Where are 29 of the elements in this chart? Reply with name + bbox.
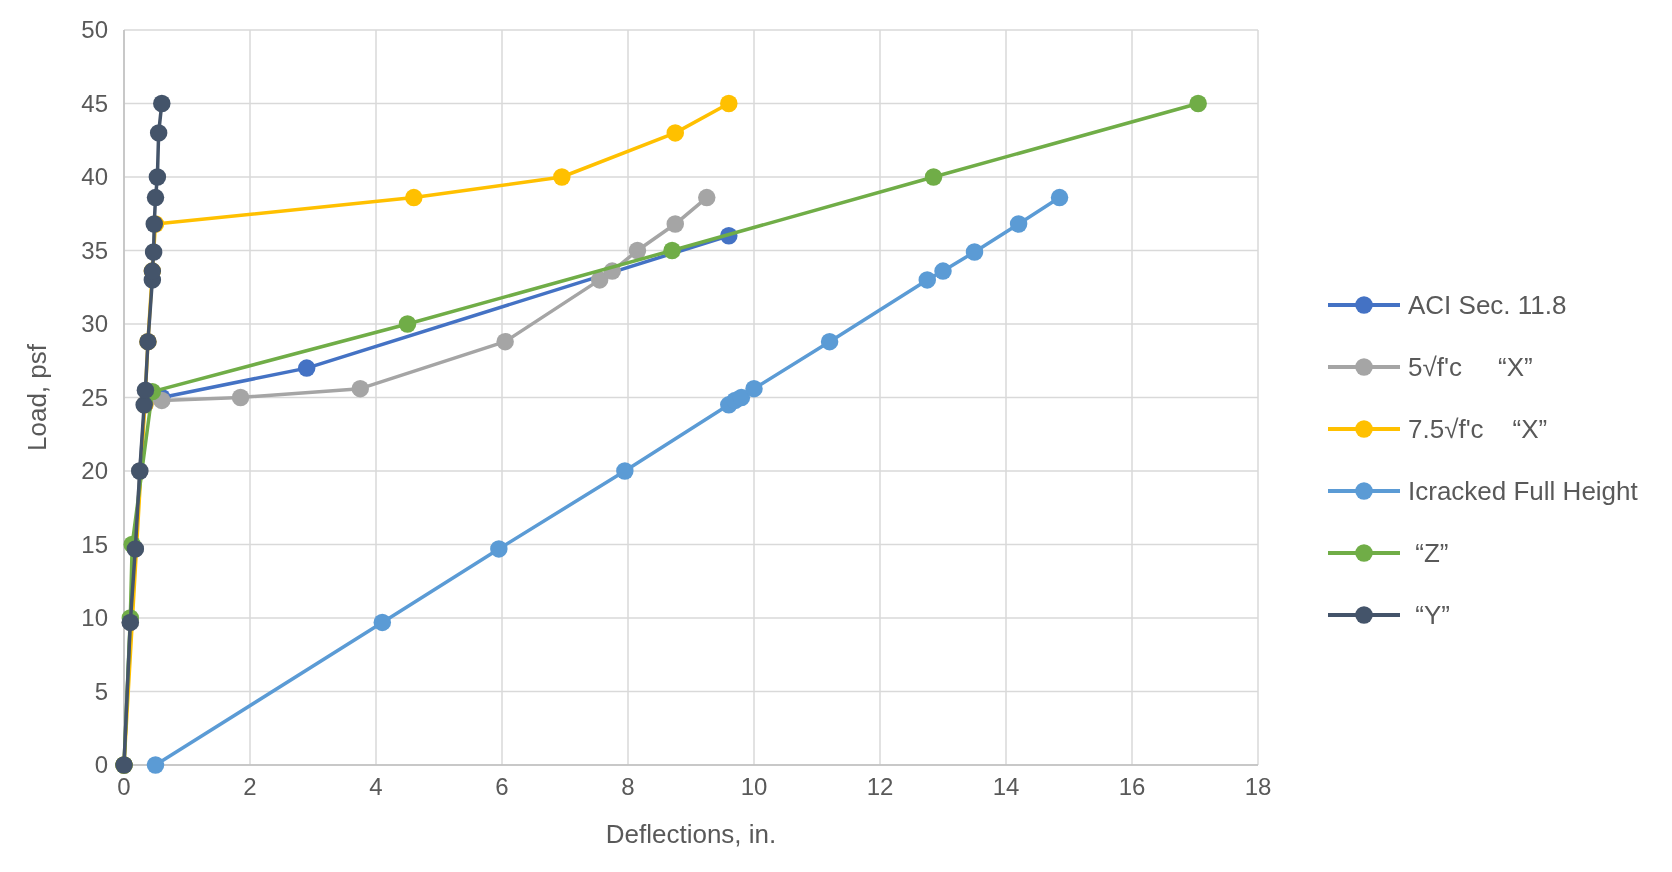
x-tick-label: 18 (1244, 773, 1272, 800)
legend-label: 7.5√f'c “X” (1408, 414, 1548, 444)
x-tick-label: 0 (117, 773, 131, 800)
x-tick-label: 6 (495, 773, 509, 800)
y-tick-label: 25 (81, 383, 108, 411)
legend-label: “Y” (1408, 600, 1450, 630)
x-tick-label: 2 (243, 773, 257, 800)
legend-label: Icracked Full Height (1408, 476, 1639, 506)
y-tick-label: 15 (81, 530, 108, 558)
x-tick-label: 12 (866, 773, 894, 800)
legend-label: “Z” (1408, 538, 1449, 568)
legend-label: ACI Sec. 11.8 (1408, 290, 1567, 320)
y-tick-label: 5 (94, 677, 108, 705)
y-axis-title: Load, psf (22, 343, 52, 451)
legend-label: 5√f'c “X” (1408, 352, 1533, 382)
y-tick-label: 10 (81, 604, 108, 631)
x-tick-label: 4 (369, 773, 383, 800)
y-tick-label: 50 (81, 16, 108, 43)
x-tick-label: 16 (1118, 773, 1146, 800)
y-tick-label: 40 (81, 163, 108, 190)
x-tick-label: 14 (992, 773, 1020, 800)
y-tick-label: 45 (81, 89, 108, 117)
y-tick-label: 0 (94, 751, 108, 778)
x-axis-title: Deflections, in. (605, 819, 777, 849)
y-tick-label: 30 (81, 310, 108, 337)
y-tick-label: 35 (81, 236, 108, 264)
x-tick-label: 8 (621, 773, 635, 800)
y-tick-label: 20 (81, 457, 108, 484)
x-tick-label: 10 (740, 773, 768, 800)
